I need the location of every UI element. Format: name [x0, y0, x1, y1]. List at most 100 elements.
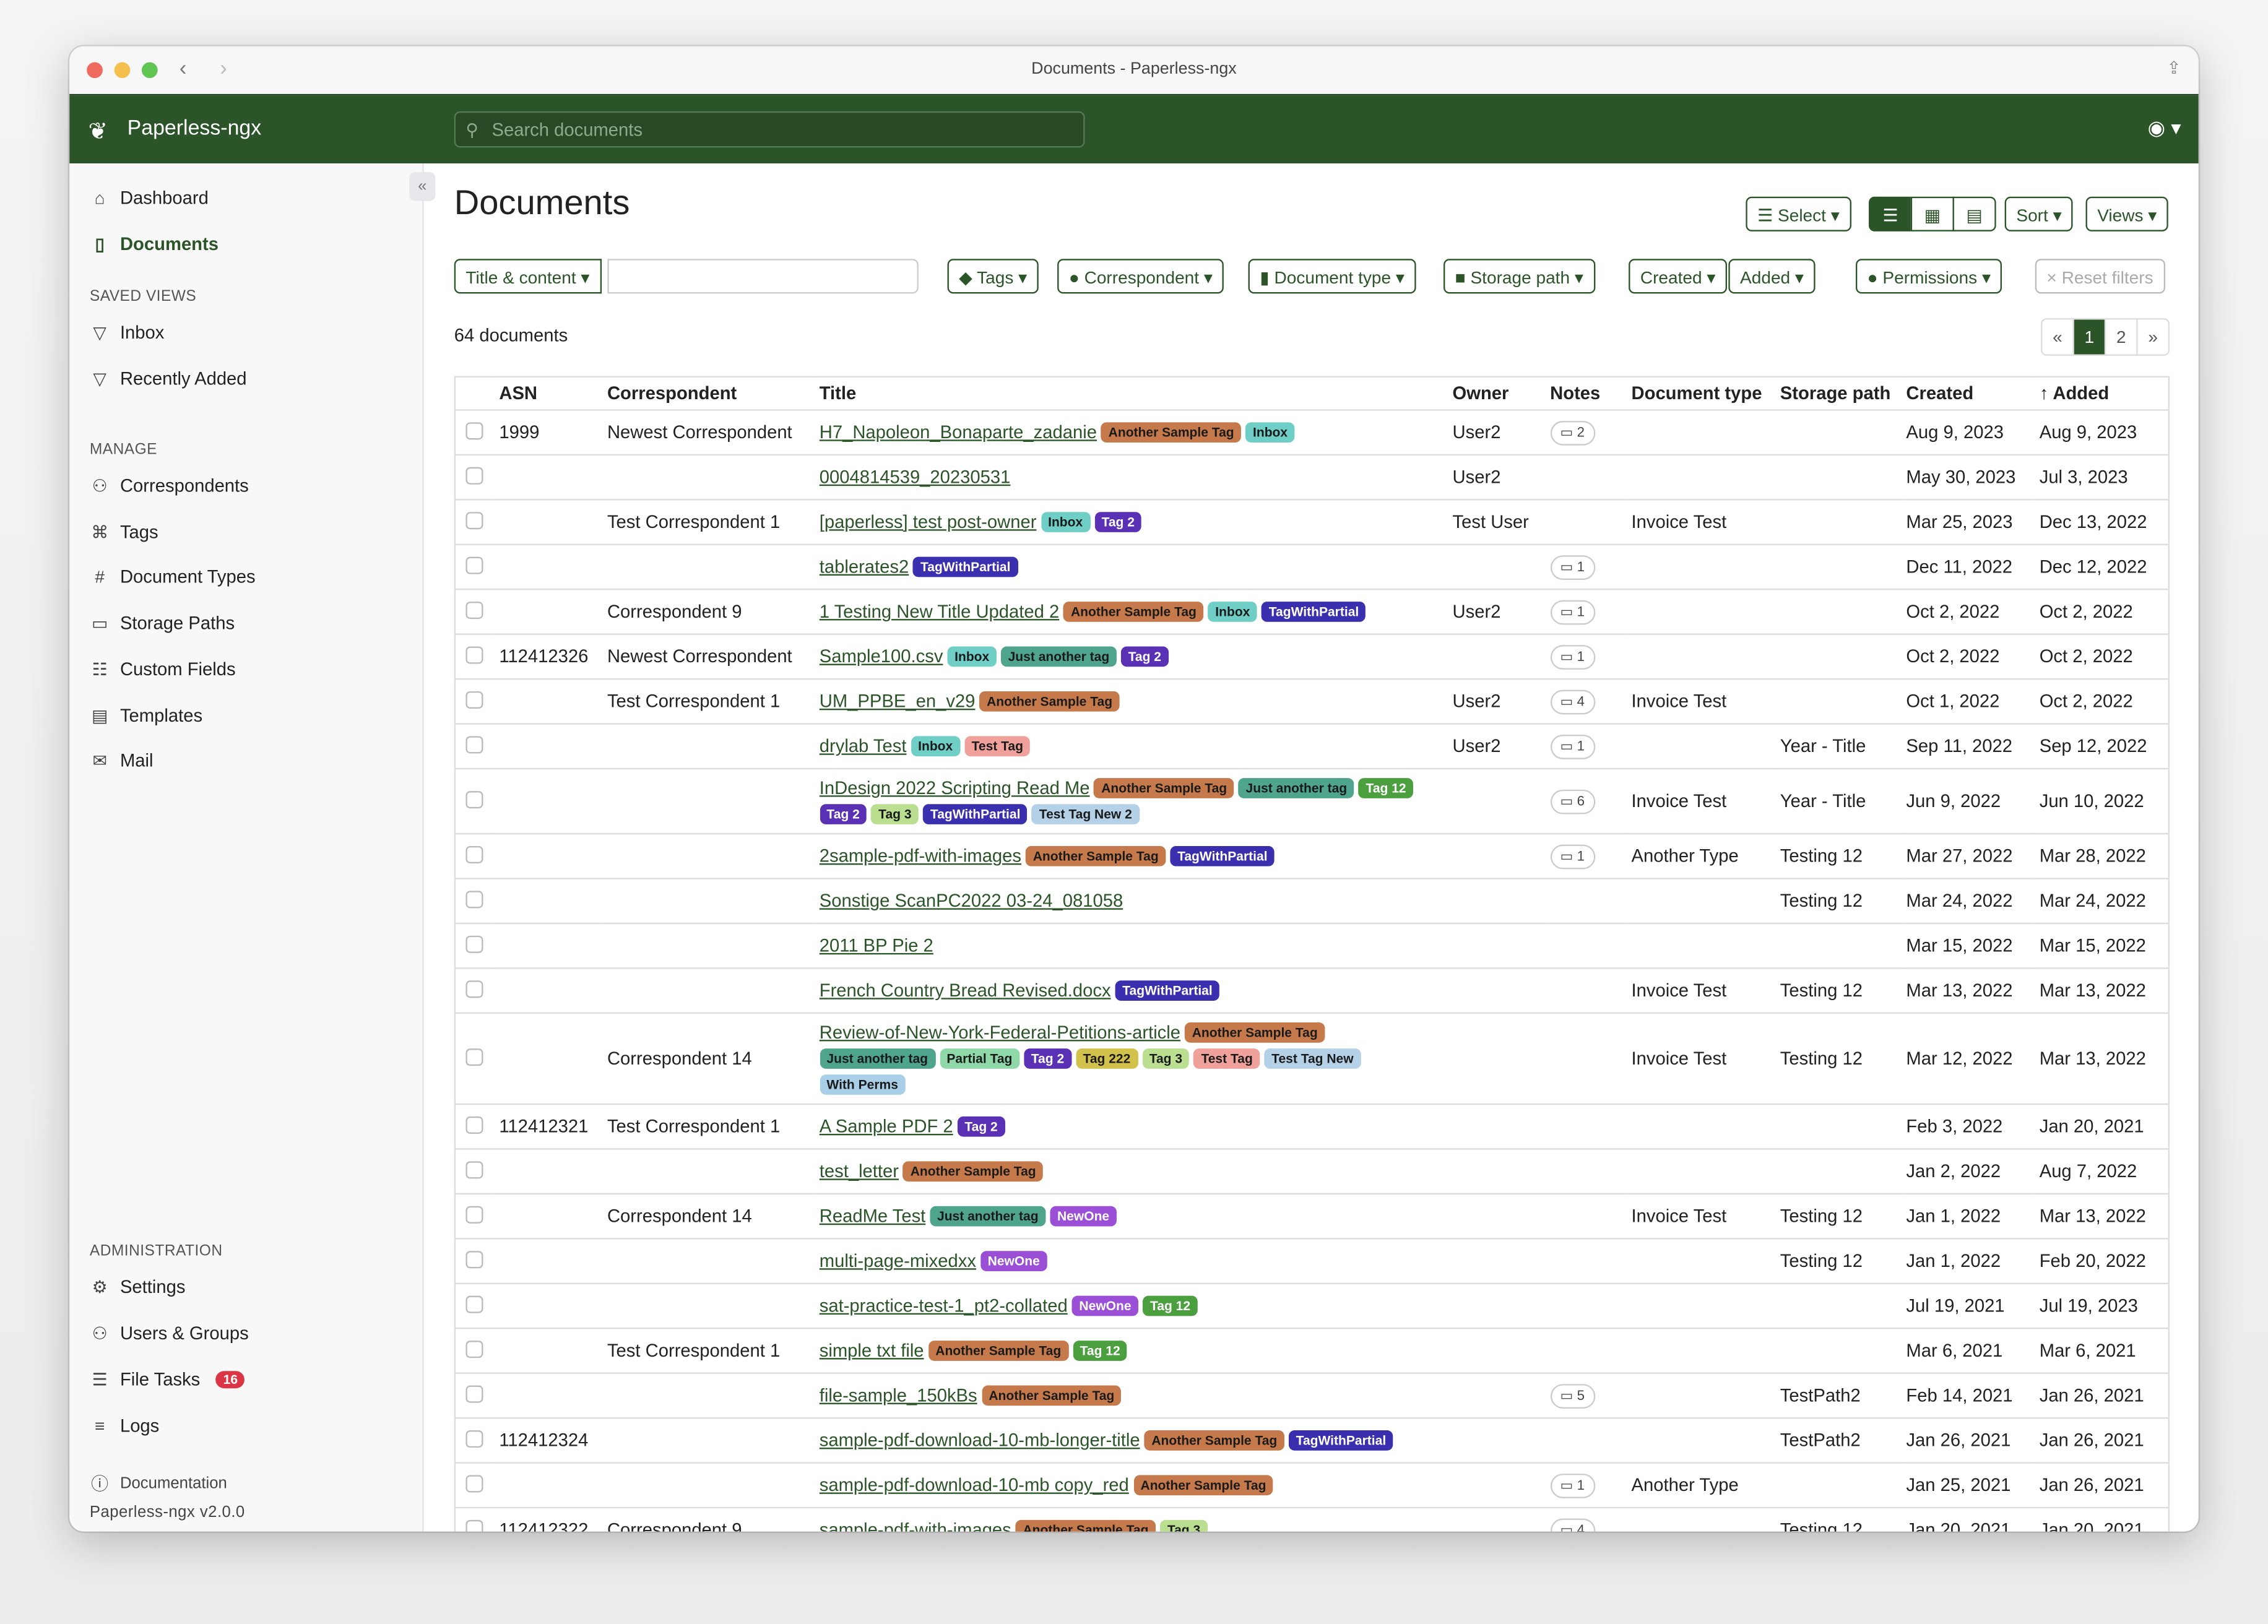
notes-badge[interactable]: ▭ 4 [1550, 689, 1595, 714]
table-row[interactable]: 2sample-pdf-with-images Another Sample Ta… [454, 832, 2169, 879]
tag-badge[interactable]: Inbox [1245, 422, 1295, 443]
tag-badge[interactable]: TagWithPartial [913, 556, 1018, 577]
row-checkbox[interactable] [465, 790, 483, 808]
collapse-sidebar-button[interactable]: « [409, 172, 436, 201]
document-title-link[interactable]: 2011 BP Pie 2 [819, 935, 933, 956]
document-title-link[interactable]: ReadMe Test [819, 1206, 926, 1227]
document-title-link[interactable]: InDesign 2022 Scripting Read Me [819, 778, 1090, 798]
tag-badge[interactable]: Partial Tag [939, 1048, 1020, 1069]
row-checkbox[interactable] [465, 1384, 483, 1402]
tag-badge[interactable]: TagWithPartial [923, 804, 1028, 824]
row-checkbox[interactable] [465, 1047, 483, 1065]
document-title-link[interactable]: multi-page-mixedxx [819, 1251, 976, 1271]
views-dropdown[interactable]: Views ▾ [2085, 196, 2169, 231]
document-title-link[interactable]: 2sample-pdf-with-images [819, 845, 1022, 866]
added-filter[interactable]: Added ▾ [1728, 259, 1816, 294]
notes-badge[interactable]: ▭ 2 [1550, 420, 1595, 445]
tag-badge[interactable]: Tag 12 [1358, 778, 1414, 798]
tag-badge[interactable]: Inbox [1208, 602, 1258, 622]
row-checkbox[interactable] [465, 646, 483, 663]
document-title-link[interactable]: sat-practice-test-1_pt2-collated [819, 1295, 1068, 1316]
tag-badge[interactable]: Another Sample Tag [1185, 1022, 1325, 1043]
column-header-added[interactable]: ↑ Added [2035, 377, 2169, 410]
permissions-filter[interactable]: ● Permissions ▾ [1855, 259, 2002, 294]
tag-badge[interactable]: Inbox [947, 646, 997, 667]
tag-badge[interactable]: Another Sample Tag [979, 691, 1120, 712]
tag-badge[interactable]: Test Tag [1193, 1048, 1260, 1069]
text-filter-input[interactable] [607, 259, 919, 294]
sidebar-item-templates[interactable]: ▤ Templates [90, 706, 202, 726]
document-title-link[interactable]: sample-pdf-download-10-mb-longer-title [819, 1430, 1140, 1451]
table-row[interactable]: sat-practice-test-1_pt2-collated NewOne Ta… [454, 1282, 2169, 1329]
close-window-button[interactable] [87, 62, 103, 79]
tag-badge[interactable]: NewOne [980, 1251, 1047, 1271]
document-title-link[interactable]: French Country Bread Revised.docx [819, 980, 1111, 1001]
table-row[interactable]: Correspondent 9 1 Testing New Title Updat… [454, 589, 2169, 634]
tag-badge[interactable]: Just another tag [1238, 778, 1354, 798]
column-header-created[interactable]: Created [1902, 377, 2035, 410]
document-title-link[interactable]: file-sample_150kBs [819, 1385, 977, 1406]
correspondent-filter[interactable]: ● Correspondent ▾ [1057, 259, 1224, 294]
tag-badge[interactable]: Another Sample Tag [1133, 1475, 1274, 1496]
page-2-button[interactable]: 2 [2104, 319, 2136, 355]
sort-dropdown[interactable]: Sort ▾ [2004, 196, 2074, 231]
notes-badge[interactable]: ▭ 1 [1550, 844, 1595, 869]
tag-badge[interactable]: Tag 2 [1120, 646, 1169, 667]
tag-badge[interactable]: Another Sample Tag [981, 1385, 1122, 1406]
brand[interactable]: Paperless-ngx [127, 117, 262, 140]
document-title-link[interactable]: sample-pdf-download-10-mb copy_red [819, 1475, 1129, 1496]
forward-icon[interactable]: › [220, 56, 227, 81]
sidebar-item-mail[interactable]: ✉ Mail [90, 751, 153, 771]
table-row[interactable]: Correspondent 14 ReadMe Test Just another … [454, 1193, 2169, 1239]
document-title-link[interactable]: Sonstige ScanPC2022 03-24_081058 [819, 891, 1123, 912]
document-title-link[interactable]: tablerates2 [819, 556, 909, 577]
row-checkbox[interactable] [465, 980, 483, 998]
row-checkbox[interactable] [465, 600, 483, 618]
document-title-link[interactable]: Review-of-New-York-Federal-Petitions-art… [819, 1022, 1181, 1043]
column-header-correspondent[interactable]: Correspondent [603, 377, 815, 410]
tags-filter[interactable]: ◆ Tags ▾ [947, 259, 1039, 294]
tag-badge[interactable]: Tag 2 [1024, 1048, 1071, 1069]
sidebar-item-users-groups[interactable]: ⚇ Users & Groups [90, 1323, 249, 1344]
row-checkbox[interactable] [465, 1160, 483, 1178]
tag-badge[interactable]: NewOne [1071, 1295, 1139, 1316]
user-menu-icon[interactable]: ◉ ▾ [2147, 115, 2181, 139]
document-title-link[interactable]: drylab Test [819, 736, 907, 757]
document-title-link[interactable]: 0004814539_20230531 [819, 467, 1011, 488]
document-title-link[interactable]: [paperless] test post-owner [819, 512, 1037, 532]
large-cards-view-button[interactable]: ▤ [1952, 196, 1996, 231]
notes-badge[interactable]: ▭ 1 [1550, 555, 1595, 579]
row-checkbox[interactable] [465, 935, 483, 952]
tag-badge[interactable]: TagWithPartial [1115, 980, 1220, 1001]
select-dropdown[interactable]: ☰ Select ▾ [1746, 196, 1851, 231]
sidebar-item-storage-paths[interactable]: ▭ Storage Paths [90, 613, 235, 634]
table-view-button[interactable]: ☰ [1869, 196, 1913, 231]
notes-badge[interactable]: ▭ 1 [1550, 644, 1595, 669]
maximize-window-button[interactable] [141, 62, 158, 79]
table-row[interactable]: 112412324 sample-pdf-download-10-mb-longe… [454, 1417, 2169, 1463]
document-title-link[interactable]: UM_PPBE_en_v29 [819, 691, 976, 712]
minimize-window-button[interactable] [114, 62, 131, 79]
table-row[interactable]: Test Correspondent 1 [paperless] test pos… [454, 499, 2169, 545]
tag-badge[interactable]: Test Tag [964, 736, 1031, 757]
sidebar-item-documents[interactable]: ▯ Documents [90, 235, 219, 255]
row-checkbox[interactable] [465, 1205, 483, 1223]
tag-badge[interactable]: Test Tag New [1264, 1048, 1361, 1069]
row-checkbox[interactable] [465, 511, 483, 529]
notes-badge[interactable]: ▭ 1 [1550, 1472, 1595, 1498]
sidebar-item-settings[interactable]: ⚙ Settings [90, 1277, 186, 1297]
table-row[interactable]: 0004814539_20230531 User2 May 30, 2023 Jul … [454, 454, 2169, 500]
tag-badge[interactable]: Test Tag New 2 [1032, 804, 1140, 824]
table-row[interactable]: Test Correspondent 1 UM_PPBE_en_v29 Anothe… [454, 678, 2169, 724]
tag-badge[interactable]: Tag 222 [1075, 1048, 1138, 1069]
table-row[interactable]: test_letter Another Sample Tag Jan 2, 2022… [454, 1148, 2169, 1194]
table-row[interactable]: Sonstige ScanPC2022 03-24_081058 Testing … [454, 878, 2169, 923]
tag-badge[interactable]: Tag 2 [1094, 512, 1142, 532]
row-checkbox[interactable] [465, 845, 483, 863]
tag-badge[interactable]: Tag 12 [1143, 1295, 1198, 1316]
tag-badge[interactable]: Just another tag [930, 1206, 1046, 1227]
table-row[interactable]: InDesign 2022 Scripting Read Me Another S… [454, 767, 2169, 834]
table-row[interactable]: drylab Test Inbox Test Tag User2 ▭ 1 Year - T… [454, 723, 2169, 769]
row-checkbox[interactable] [465, 421, 483, 439]
notes-badge[interactable]: ▭ 1 [1550, 599, 1595, 624]
